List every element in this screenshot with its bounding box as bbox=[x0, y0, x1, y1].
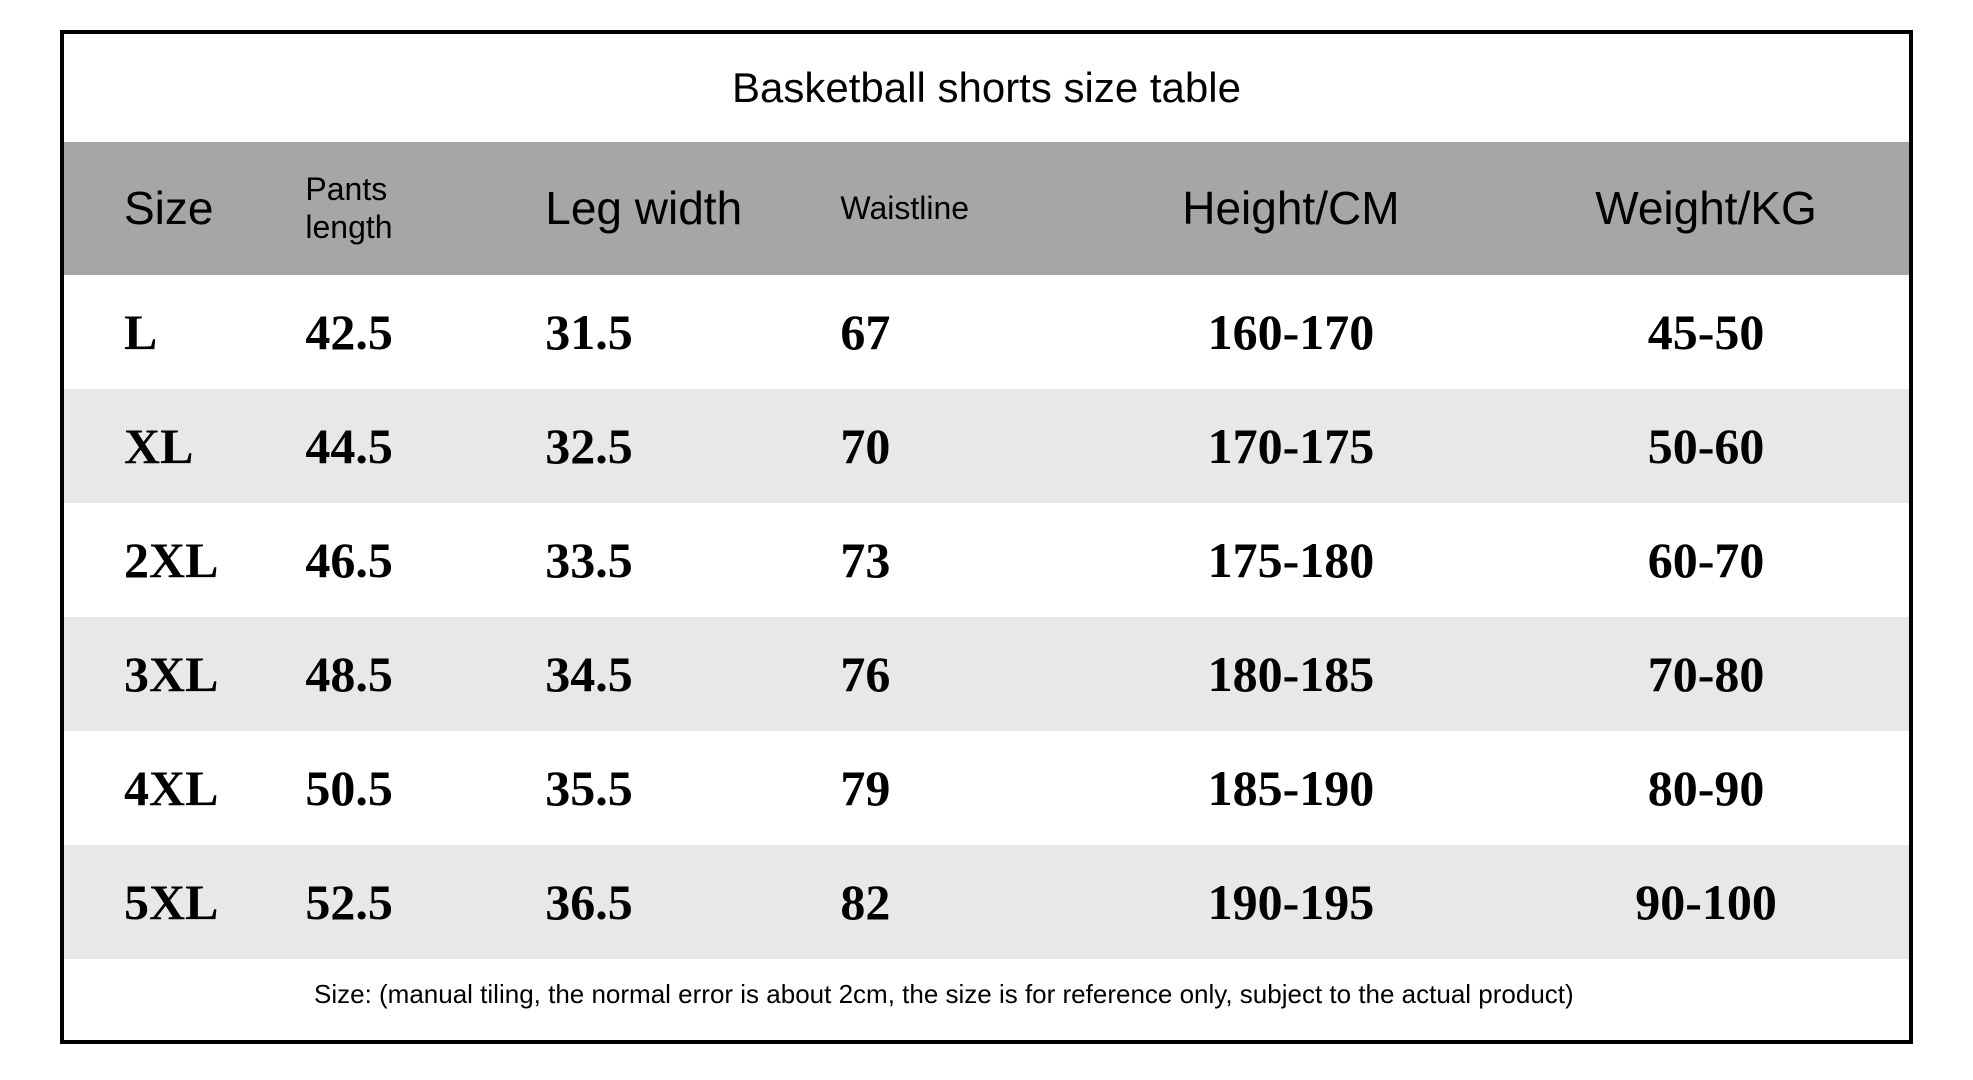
header-leg-width: Leg width bbox=[525, 142, 820, 275]
table-header-row: Size Pants length Leg width Waistline He… bbox=[64, 142, 1909, 275]
cell-waistline: 82 bbox=[820, 845, 1078, 959]
cell-pants-length: 48.5 bbox=[285, 617, 525, 731]
cell-height: 180-185 bbox=[1079, 617, 1503, 731]
cell-height: 185-190 bbox=[1079, 731, 1503, 845]
cell-pants-length: 52.5 bbox=[285, 845, 525, 959]
cell-pants-length: 50.5 bbox=[285, 731, 525, 845]
cell-size: 2XL bbox=[64, 503, 285, 617]
cell-weight: 80-90 bbox=[1503, 731, 1909, 845]
table-title: Basketball shorts size table bbox=[64, 34, 1909, 142]
table-row: 5XL 52.5 36.5 82 190-195 90-100 bbox=[64, 845, 1909, 959]
header-size: Size bbox=[64, 142, 285, 275]
size-table-container: Basketball shorts size table Size Pants … bbox=[60, 30, 1913, 1044]
cell-weight: 50-60 bbox=[1503, 389, 1909, 503]
cell-size: XL bbox=[64, 389, 285, 503]
table-footnote: Size: (manual tiling, the normal error i… bbox=[64, 959, 1909, 1040]
cell-leg-width: 36.5 bbox=[525, 845, 820, 959]
header-waistline: Waistline bbox=[820, 142, 1078, 275]
table-row: XL 44.5 32.5 70 170-175 50-60 bbox=[64, 389, 1909, 503]
cell-waistline: 73 bbox=[820, 503, 1078, 617]
cell-size: 5XL bbox=[64, 845, 285, 959]
cell-height: 190-195 bbox=[1079, 845, 1503, 959]
cell-leg-width: 32.5 bbox=[525, 389, 820, 503]
cell-pants-length: 42.5 bbox=[285, 275, 525, 389]
table-body: L 42.5 31.5 67 160-170 45-50 XL 44.5 32.… bbox=[64, 275, 1909, 959]
header-height: Height/CM bbox=[1079, 142, 1503, 275]
cell-size: L bbox=[64, 275, 285, 389]
table-row: 3XL 48.5 34.5 76 180-185 70-80 bbox=[64, 617, 1909, 731]
cell-leg-width: 34.5 bbox=[525, 617, 820, 731]
header-pants-line2: length bbox=[305, 209, 392, 245]
cell-leg-width: 33.5 bbox=[525, 503, 820, 617]
cell-waistline: 79 bbox=[820, 731, 1078, 845]
header-pants-line1: Pants bbox=[305, 171, 387, 207]
cell-height: 170-175 bbox=[1079, 389, 1503, 503]
table-row: 2XL 46.5 33.5 73 175-180 60-70 bbox=[64, 503, 1909, 617]
cell-leg-width: 35.5 bbox=[525, 731, 820, 845]
cell-size: 4XL bbox=[64, 731, 285, 845]
size-table: Size Pants length Leg width Waistline He… bbox=[64, 142, 1909, 959]
cell-leg-width: 31.5 bbox=[525, 275, 820, 389]
table-row: 4XL 50.5 35.5 79 185-190 80-90 bbox=[64, 731, 1909, 845]
cell-size: 3XL bbox=[64, 617, 285, 731]
cell-weight: 70-80 bbox=[1503, 617, 1909, 731]
header-weight: Weight/KG bbox=[1503, 142, 1909, 275]
cell-weight: 60-70 bbox=[1503, 503, 1909, 617]
header-pants-length: Pants length bbox=[285, 142, 525, 275]
cell-weight: 45-50 bbox=[1503, 275, 1909, 389]
cell-waistline: 70 bbox=[820, 389, 1078, 503]
cell-pants-length: 46.5 bbox=[285, 503, 525, 617]
cell-height: 160-170 bbox=[1079, 275, 1503, 389]
table-row: L 42.5 31.5 67 160-170 45-50 bbox=[64, 275, 1909, 389]
cell-waistline: 76 bbox=[820, 617, 1078, 731]
cell-height: 175-180 bbox=[1079, 503, 1503, 617]
cell-pants-length: 44.5 bbox=[285, 389, 525, 503]
cell-waistline: 67 bbox=[820, 275, 1078, 389]
cell-weight: 90-100 bbox=[1503, 845, 1909, 959]
